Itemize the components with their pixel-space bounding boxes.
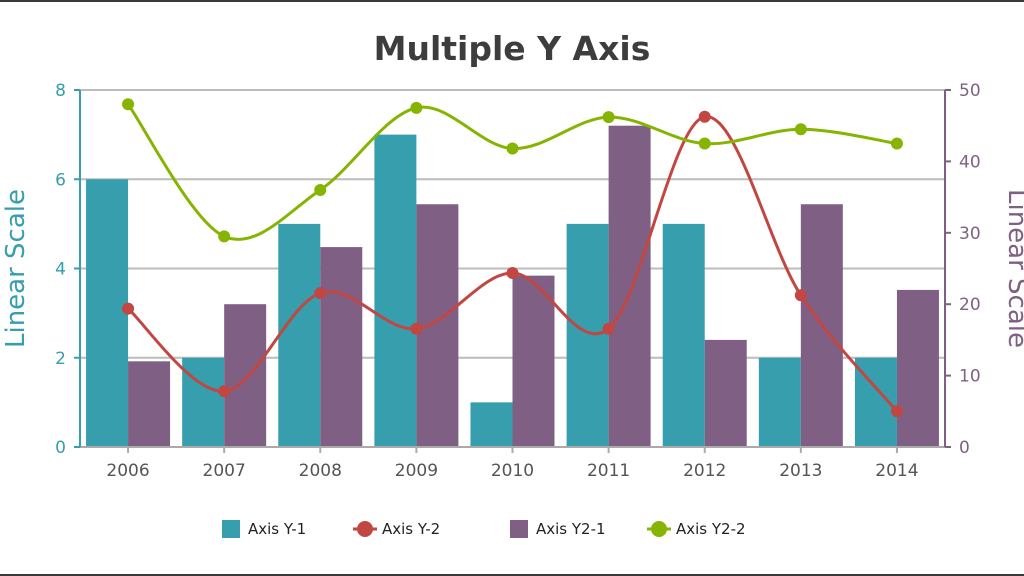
bar — [128, 361, 171, 447]
x-tick-label: 2006 — [106, 461, 149, 481]
y-right-tick-label: 20 — [959, 295, 981, 315]
y-right-tick-label: 0 — [959, 438, 970, 458]
y-right-tick-label: 40 — [959, 152, 981, 172]
bar — [608, 125, 651, 447]
axes: 0 2 4 6 8 0 10 20 30 40 50 2006 2007 2008 2009 2010 2011… — [55, 81, 980, 481]
data-point — [506, 142, 519, 155]
y-left-tick-label: 6 — [55, 170, 66, 190]
data-point — [410, 322, 423, 335]
data-point — [314, 183, 327, 196]
y-right-tick-label: 30 — [959, 224, 981, 244]
bar — [896, 289, 939, 447]
data-point — [602, 322, 615, 335]
lines — [122, 98, 903, 418]
y-left-tick-label: 4 — [55, 260, 66, 280]
data-point — [218, 385, 231, 398]
y-left-tick-label: 0 — [55, 438, 66, 458]
legend-marker — [222, 520, 240, 538]
series-line — [127, 115, 899, 413]
data-point — [122, 302, 135, 315]
x-tick-label: 2011 — [587, 461, 630, 481]
y-left-tick-label: 8 — [55, 81, 66, 101]
bar — [662, 223, 705, 447]
legend-label: Axis Y-1 — [248, 520, 306, 538]
data-point — [794, 123, 807, 136]
series-line — [126, 103, 898, 241]
x-tick-label: 2013 — [779, 461, 822, 481]
x-tick-label: 2012 — [683, 461, 726, 481]
bar — [704, 339, 747, 447]
data-point — [122, 98, 135, 111]
bar — [416, 204, 459, 447]
bar — [566, 223, 609, 447]
legend-marker — [357, 521, 373, 537]
legend: Axis Y-1 Axis Y-2 Axis Y2-1 Axis Y2-2 — [222, 520, 746, 538]
bar — [374, 134, 417, 447]
x-tick-label: 2010 — [491, 461, 534, 481]
y-axis-left-title: Linear Scale — [1, 189, 31, 348]
bar — [320, 247, 363, 447]
data-point — [218, 230, 231, 243]
y-left-tick-label: 2 — [55, 349, 66, 369]
chart-title: Multiple Y Axis — [374, 29, 651, 68]
bar — [86, 179, 129, 447]
legend-label: Axis Y2-2 — [676, 520, 746, 538]
bar — [470, 402, 513, 447]
y-axis-right-title: Linear Scale — [1002, 189, 1024, 348]
data-point — [410, 101, 423, 114]
x-tick-label: 2007 — [203, 461, 246, 481]
x-tick-label: 2009 — [395, 461, 438, 481]
data-point — [314, 287, 327, 300]
data-point — [794, 289, 807, 302]
bar — [758, 357, 801, 447]
legend-marker — [651, 521, 667, 537]
bar — [224, 304, 267, 447]
legend-marker — [510, 520, 528, 538]
data-point — [890, 137, 903, 150]
y-right-tick-label: 10 — [959, 367, 981, 387]
x-tick-label: 2014 — [875, 461, 918, 481]
bar — [182, 357, 225, 447]
data-point — [602, 111, 615, 124]
x-tick-label: 2008 — [299, 461, 342, 481]
legend-label: Axis Y2-1 — [536, 520, 606, 538]
data-point — [890, 405, 903, 418]
legend-label: Axis Y-2 — [382, 520, 440, 538]
data-point — [698, 137, 711, 150]
y-right-tick-label: 50 — [959, 81, 981, 101]
bars — [86, 125, 939, 447]
data-point — [506, 266, 519, 279]
bar — [278, 223, 321, 447]
data-point — [698, 110, 711, 123]
bar — [512, 275, 555, 447]
